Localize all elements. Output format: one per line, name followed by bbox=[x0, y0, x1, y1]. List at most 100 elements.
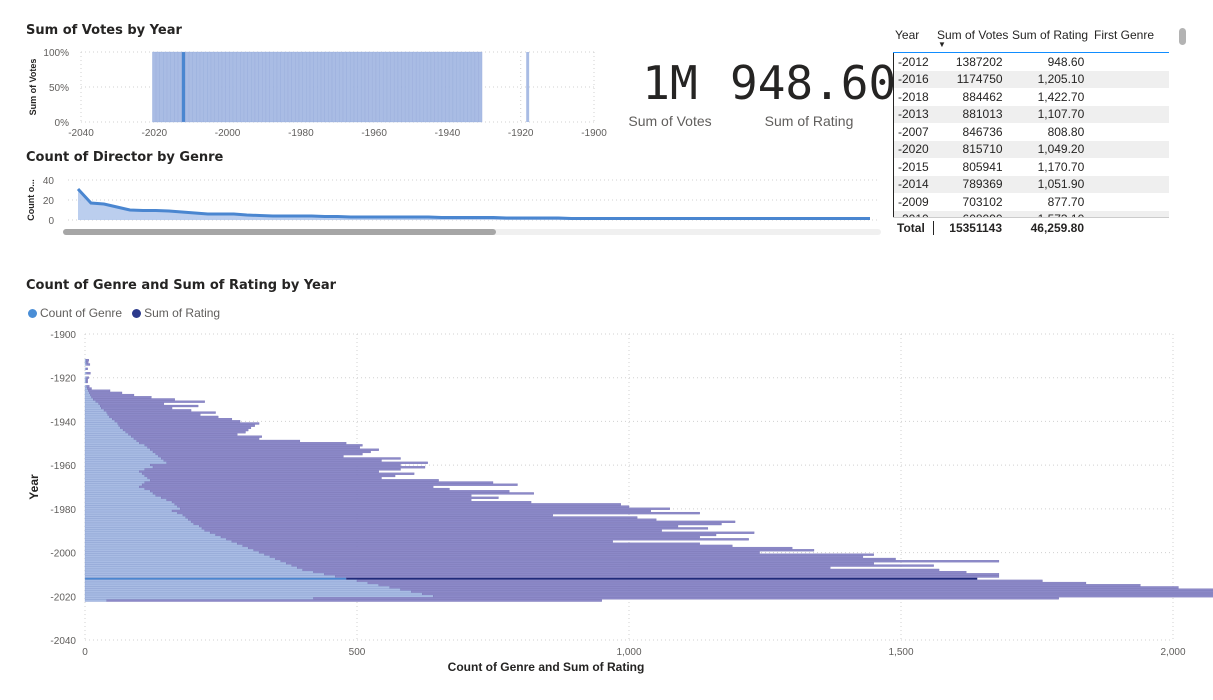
bar-sum-of-rating bbox=[226, 538, 749, 541]
bar bbox=[438, 51, 442, 123]
bar-count-of-genre bbox=[84, 487, 145, 491]
bar-count-of-genre bbox=[84, 520, 192, 523]
bar-sum-of-rating bbox=[100, 404, 199, 408]
table-row[interactable]: -2014 789369 1,051.90 bbox=[894, 175, 1169, 193]
cell-rating: 1,051.90 bbox=[1037, 177, 1085, 192]
bar-sum-of-rating bbox=[112, 418, 233, 421]
table-body[interactable]: -2012 1387202 948.60 -2016 1174750 1,205.10 -2… bbox=[893, 53, 1169, 217]
bar bbox=[280, 51, 285, 123]
bar-count-of-genre bbox=[84, 361, 87, 364]
legend-item-sum-of-rating[interactable]: Sum of Rating bbox=[132, 306, 220, 320]
bar-count-of-genre bbox=[84, 549, 254, 552]
bar-count-of-genre bbox=[84, 599, 107, 602]
bar-sum-of-rating bbox=[400, 588, 1213, 591]
chart-legend[interactable]: Count of Genre Sum of Rating bbox=[28, 306, 220, 320]
bar bbox=[463, 51, 468, 123]
bar-sum-of-rating bbox=[280, 560, 1000, 563]
bar-count-of-genre bbox=[84, 415, 110, 419]
x-tick-label: 1,500 bbox=[888, 647, 913, 658]
header-sum-of-votes[interactable]: Sum of Votes bbox=[937, 28, 1009, 42]
horizontal-scrollbar-thumb[interactable] bbox=[63, 229, 496, 235]
votes-rating-table: Year Sum of Votes Sum of Rating First Ge… bbox=[893, 28, 1169, 238]
bar-sum-of-rating bbox=[109, 415, 219, 419]
table-total-row: Total 15351143 46,259.80 bbox=[893, 217, 1169, 238]
bar bbox=[276, 51, 281, 123]
bar-sum-of-rating bbox=[422, 592, 1213, 596]
genre-rating-by-year-chart[interactable]: 0 500 1,000 1,500 2,000 -1900 -1920 -1940 -1960 -… bbox=[0, 325, 1213, 695]
header-first-genre[interactable]: First Genre bbox=[1094, 28, 1155, 42]
bar bbox=[397, 51, 402, 123]
bar-count-of-genre bbox=[84, 579, 358, 583]
bar-sum-of-rating bbox=[378, 584, 1141, 587]
y-axis-title: Count o... bbox=[26, 179, 36, 221]
bar-count-of-genre bbox=[84, 573, 325, 576]
bar-count-of-genre bbox=[84, 459, 165, 462]
table-row[interactable]: -2016 1174750 1,205.10 bbox=[894, 70, 1169, 88]
horizontal-scrollbar-track[interactable] bbox=[63, 229, 881, 235]
bar bbox=[342, 51, 347, 123]
bar-sum-of-rating bbox=[201, 527, 709, 530]
bar bbox=[456, 51, 461, 123]
bar bbox=[386, 51, 391, 123]
table-row[interactable]: -2013 881013 1,107.70 bbox=[894, 105, 1169, 123]
y-tick-label: 0% bbox=[55, 118, 70, 129]
y-tick-label: 40 bbox=[43, 176, 55, 187]
bar-count-of-genre bbox=[84, 568, 303, 572]
bar bbox=[346, 51, 351, 123]
table-row[interactable]: -2015 805941 1,170.70 bbox=[894, 158, 1169, 176]
bar-sum-of-rating bbox=[85, 361, 89, 364]
bar-count-of-genre bbox=[84, 431, 126, 434]
bar bbox=[364, 51, 369, 123]
sort-descending-icon[interactable]: ▼ bbox=[938, 40, 946, 49]
bar bbox=[434, 51, 439, 123]
bar-sum-of-rating bbox=[367, 581, 1087, 585]
bar bbox=[419, 51, 424, 123]
bar bbox=[423, 51, 428, 123]
bar-sum-of-rating bbox=[88, 389, 111, 392]
y-tick-label: -2020 bbox=[50, 592, 76, 603]
table-row[interactable]: -2012 1387202 948.60 bbox=[894, 53, 1169, 71]
bar-sum-of-rating bbox=[204, 529, 662, 532]
director-by-genre-chart[interactable]: 40 20 0 Count o... bbox=[0, 170, 890, 240]
bar-sum-of-rating bbox=[150, 463, 401, 467]
table-row[interactable]: -2009 703102 877.70 bbox=[894, 193, 1169, 211]
header-year[interactable]: Year bbox=[895, 28, 920, 42]
bar-sum-of-rating bbox=[95, 400, 205, 403]
bar-count-of-genre bbox=[84, 402, 99, 405]
bar-count-of-genre bbox=[84, 422, 118, 425]
bar-count-of-genre bbox=[84, 577, 347, 580]
bar-sum-of-rating bbox=[180, 507, 670, 510]
bar-sum-of-rating bbox=[114, 420, 241, 423]
bar-count-of-genre bbox=[84, 418, 113, 421]
cell-rating: 1,049.20 bbox=[1037, 142, 1085, 157]
cell-year: -2012 bbox=[898, 54, 929, 69]
bar bbox=[192, 51, 197, 123]
table-row[interactable]: -2018 884462 1,422.70 bbox=[894, 88, 1169, 106]
bar bbox=[430, 51, 435, 123]
bar bbox=[320, 51, 325, 123]
bar-sum-of-rating bbox=[90, 393, 135, 397]
cell-votes: 1174750 bbox=[956, 72, 1003, 87]
bar-sum-of-rating bbox=[147, 477, 382, 480]
table-vertical-scrollbar[interactable] bbox=[1179, 28, 1186, 45]
bar-count-of-genre bbox=[84, 393, 91, 397]
table-row[interactable]: -2007 846736 808.80 bbox=[894, 123, 1169, 141]
bar-count-of-genre bbox=[84, 424, 119, 427]
bar-count-of-genre bbox=[84, 522, 194, 526]
bar-sum-of-rating bbox=[163, 459, 382, 462]
bar bbox=[210, 51, 215, 123]
legend-item-count-of-genre[interactable]: Count of Genre bbox=[28, 306, 122, 320]
bar bbox=[236, 51, 241, 123]
bar-count-of-genre bbox=[84, 444, 145, 447]
area-fill bbox=[78, 189, 870, 220]
header-sum-of-rating[interactable]: Sum of Rating bbox=[1012, 28, 1089, 42]
table-row[interactable]: -20106080901,573.10 bbox=[894, 210, 1169, 217]
bar-count-of-genre bbox=[84, 435, 132, 438]
cell-year: -2015 bbox=[898, 159, 929, 174]
bar-count-of-genre bbox=[84, 503, 175, 506]
bar-count-of-genre bbox=[84, 560, 281, 563]
bar-sum-of-rating bbox=[93, 398, 175, 401]
votes-by-year-chart[interactable]: 100% 50% 0%-2040 -2020 -2000 -1980 -1960 -1940 -… bbox=[0, 40, 620, 165]
table-row[interactable]: -2020 815710 1,049.20 bbox=[894, 140, 1169, 158]
bar-count-of-genre bbox=[84, 472, 143, 475]
